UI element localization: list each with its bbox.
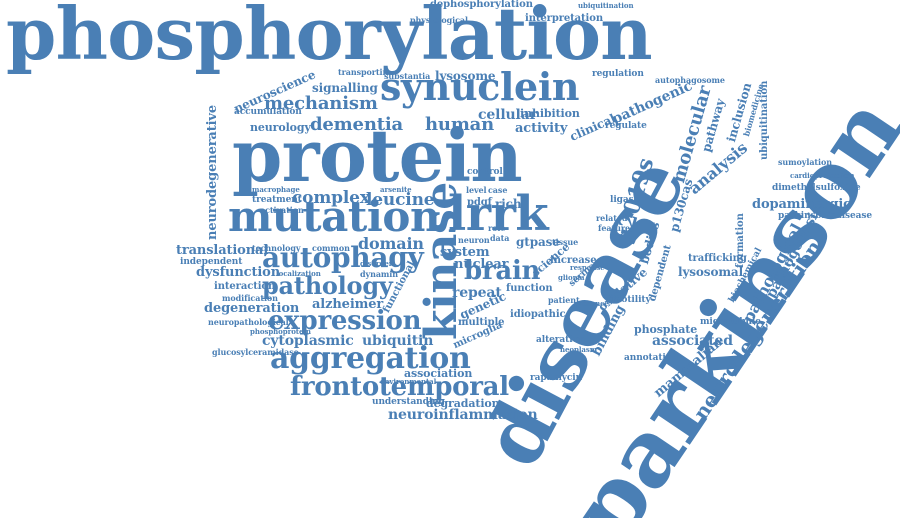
word-cardioprotection: cardioprotection [790, 172, 854, 179]
word-pathology: pathology [262, 274, 393, 298]
word-inhibition: inhibition [520, 108, 580, 119]
word-ubiquitination: ubiquitination [578, 2, 633, 9]
word-pathogenic: pathogenic [610, 79, 694, 127]
word-neurodegenerative: neurodegenerative [206, 105, 219, 240]
word-response: response [570, 264, 605, 271]
word-pdgf: pdgf [467, 198, 492, 208]
word-ligase: ligase [610, 196, 639, 205]
word-idiopathic: idiopathic [510, 310, 566, 320]
word-control: control [467, 168, 503, 177]
word-role: role [488, 224, 505, 232]
word-autophagosome: autophagosome [655, 76, 725, 84]
word-dephosphorylation: dephosphorylation [430, 0, 533, 10]
word-macrophage: macrophage [252, 186, 300, 193]
word-interpretation: interpretation [525, 14, 603, 24]
word-arsenite: arsenite [380, 186, 412, 193]
word-leucine: leucine [366, 192, 434, 209]
word-sumoylation: sumoylation [778, 158, 832, 166]
word-physiological: physiological [410, 16, 468, 24]
word-phosphorylation: phosphorylation [6, 0, 652, 70]
word-data: data [490, 234, 509, 242]
word-neurology: neurology [250, 122, 311, 133]
word-domain: domain [358, 236, 424, 252]
word-brain: brain [464, 258, 540, 284]
word-activity: activity [515, 122, 567, 135]
word-neuron: neuron [458, 236, 490, 244]
word-ubiquitination-side: ubiquitination [760, 81, 770, 160]
word-function: function [506, 284, 553, 294]
word-level: level [466, 186, 487, 194]
word-parkinsons-disease: parkinson'sdisease [778, 212, 872, 221]
word-rapamycin: rapamycin [530, 374, 582, 383]
word-glioma: glioma [558, 274, 584, 281]
word-dimethylsulfoxide: dimethylsulfoxide [772, 184, 861, 193]
word-dopaminergic: dopaminergic [752, 198, 851, 211]
word-presence: presence [574, 300, 609, 307]
word-accumulation: accumulation [234, 108, 302, 117]
word-related: related [596, 214, 627, 222]
word-lysosome: lysosome [435, 70, 495, 82]
word-rich: rich [495, 198, 521, 210]
word-treatment: treatment [252, 196, 302, 205]
word-transportin: transportin [338, 68, 388, 76]
word-activation: activation [260, 206, 304, 214]
word-neuroinflammation: neuroinflammation [388, 408, 538, 422]
word-formation: formation [736, 213, 746, 268]
word-regulate: regulate [605, 122, 647, 131]
word-dementia: dementia [310, 116, 403, 134]
word-lysosomal: lysosomal [678, 266, 743, 278]
word-environmental: environmental [380, 378, 436, 385]
word-case: case [488, 186, 507, 194]
word-feature: feature [598, 224, 630, 232]
word-disorder: disorder [360, 260, 392, 267]
word-annotation: annotation [624, 354, 678, 363]
word-alteration: alteration [536, 336, 585, 345]
word-regulation: regulation [592, 70, 644, 79]
word-substantia: substantia [384, 72, 430, 80]
